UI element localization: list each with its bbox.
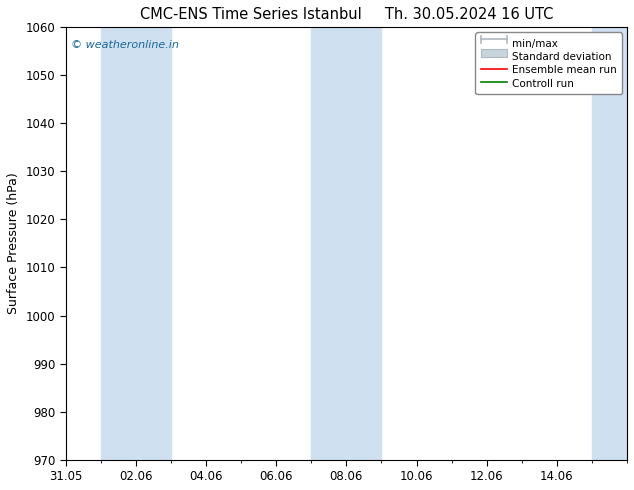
- Y-axis label: Surface Pressure (hPa): Surface Pressure (hPa): [7, 172, 20, 314]
- Bar: [101, 27, 171, 460]
- Text: © weatheronline.in: © weatheronline.in: [71, 40, 179, 50]
- Bar: [311, 27, 382, 460]
- Bar: [592, 27, 634, 460]
- Title: CMC-ENS Time Series Istanbul     Th. 30.05.2024 16 UTC: CMC-ENS Time Series Istanbul Th. 30.05.2…: [139, 7, 553, 22]
- Legend: min/max, Standard deviation, Ensemble mean run, Controll run: min/max, Standard deviation, Ensemble me…: [476, 32, 622, 94]
